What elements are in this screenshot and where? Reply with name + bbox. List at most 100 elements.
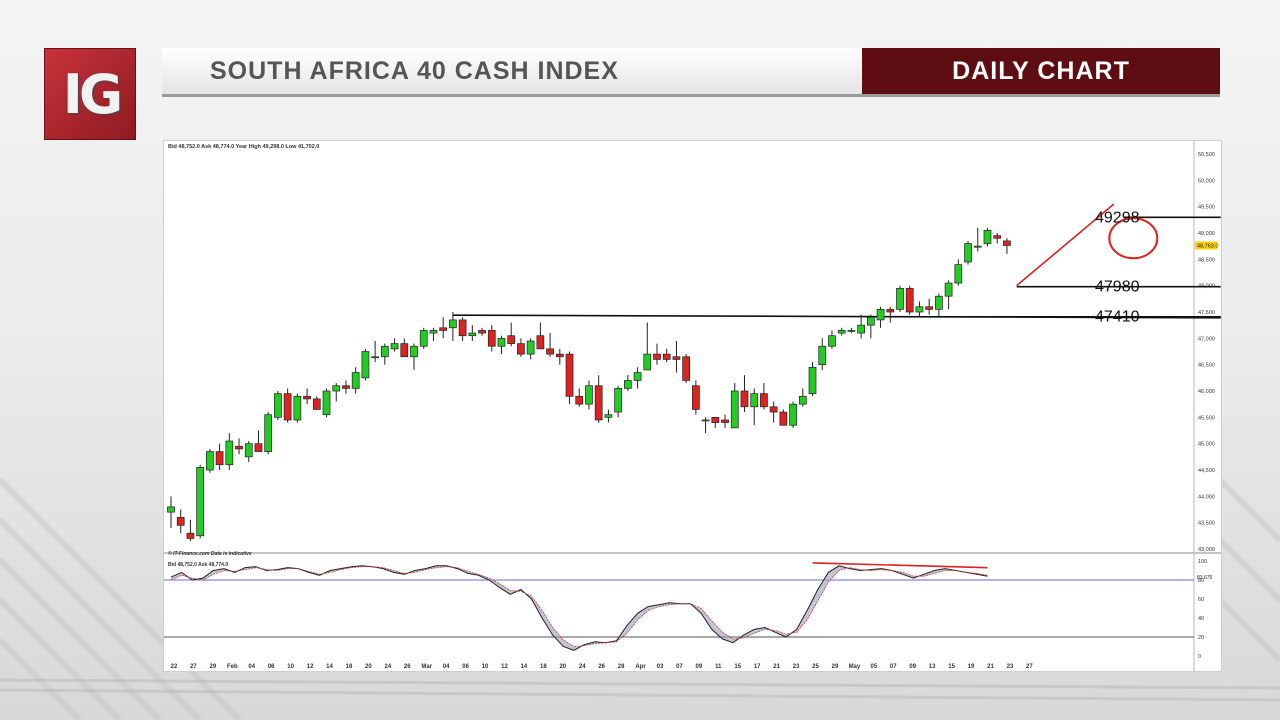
date-tick-label: 13: [929, 664, 936, 670]
candle-body: [371, 356, 379, 359]
candle-body: [585, 385, 593, 405]
level-label: 49298: [1095, 209, 1140, 226]
date-tick-label: 10: [287, 664, 294, 670]
candle-body: [866, 316, 875, 326]
candle-body: [303, 395, 311, 400]
candle-body: [400, 343, 409, 358]
price-tick-label: 50,000: [1198, 178, 1215, 184]
date-tick-label: 07: [890, 664, 897, 670]
price-tick-label: 46,500: [1198, 363, 1215, 369]
candle-body: [361, 351, 370, 379]
oscillator-tick-label: 40: [1198, 616, 1204, 622]
candle-body: [322, 390, 331, 416]
candle-body: [857, 324, 865, 334]
date-tick-label: 24: [579, 664, 586, 670]
date-tick-label: 18: [346, 664, 353, 670]
oscillator-tick-label: 60: [1198, 597, 1204, 603]
date-tick-label: 22: [171, 664, 178, 670]
candle-body: [244, 443, 253, 458]
candle-body: [390, 343, 399, 350]
price-tick-label: 43,000: [1198, 547, 1215, 553]
date-tick-label: 04: [443, 664, 450, 670]
candle-body: [225, 440, 234, 466]
candle-body: [682, 356, 691, 381]
candle-body: [1003, 240, 1011, 246]
current-price-tag: [1195, 241, 1217, 250]
candle-body: [332, 385, 341, 392]
date-tick-label: Feb: [227, 664, 238, 670]
date-tick-label: 15: [948, 664, 955, 670]
candle-body: [954, 264, 963, 284]
candle-body: [351, 372, 360, 389]
candle-body: [312, 398, 321, 410]
date-tick-label: 12: [307, 664, 314, 670]
price-chart[interactable]: Bid 48,752.0 Ask 48,774.0 Year High 49,2…: [164, 141, 1221, 671]
date-tick-label: 27: [1026, 664, 1033, 670]
candle-body: [730, 390, 739, 429]
candle-body: [419, 330, 428, 347]
date-tick-label: 29: [832, 664, 839, 670]
price-tick-label: 45,000: [1198, 442, 1215, 448]
date-tick-label: 09: [696, 664, 703, 670]
title-bar: SOUTH AFRICA 40 CASH INDEX: [162, 48, 862, 97]
highlight-circle: [1108, 217, 1159, 260]
candle-body: [614, 388, 622, 413]
candle-body: [186, 532, 195, 539]
current-price-label: 48,763.0: [1197, 243, 1218, 249]
chart-panel: Bid 48,752.0 Ask 48,774.0 Year High 49,2…: [163, 140, 1222, 672]
date-tick-label: 26: [598, 664, 605, 670]
date-tick-label: 04: [248, 664, 255, 670]
candle-body: [818, 345, 827, 366]
date-tick-label: 23: [1007, 664, 1014, 670]
candle-body: [740, 390, 749, 408]
candle-body: [283, 393, 292, 421]
candle-body: [206, 451, 214, 471]
candle-body: [517, 343, 525, 355]
page-title: SOUTH AFRICA 40 CASH INDEX: [210, 57, 619, 85]
candle-body: [808, 366, 817, 394]
level-label: 47410: [1095, 309, 1140, 326]
price-tick-label: 49,500: [1198, 205, 1215, 211]
candle-body: [254, 443, 263, 452]
oscillator-fill: [171, 565, 988, 651]
price-tick-label: 47,000: [1198, 336, 1215, 342]
oscillator-tick-label: 100: [1198, 559, 1207, 565]
date-tick-label: 12: [501, 664, 508, 670]
candle-body: [429, 330, 438, 334]
candle-body: [662, 353, 671, 360]
candle-body: [701, 419, 710, 422]
price-tick-label: 48,500: [1198, 257, 1215, 263]
candle-body: [847, 330, 856, 332]
price-tick-label: 44,000: [1198, 494, 1215, 500]
candle-body: [905, 287, 914, 313]
candle-body: [196, 467, 205, 537]
oscillator-value-label: 83.675: [1197, 575, 1213, 581]
info-header: Bid 48,752.0 Ask 48,774.0 Year High 49,2…: [168, 144, 319, 150]
candle-body: [235, 445, 243, 450]
price-tick-label: 43,500: [1198, 521, 1215, 527]
candle-body: [176, 517, 185, 526]
candle-body: [594, 385, 603, 421]
candle-body: [526, 340, 535, 355]
candle-body: [721, 419, 729, 423]
candle-body: [964, 243, 972, 263]
price-tick-label: 46,000: [1198, 389, 1215, 395]
candle-body: [643, 353, 652, 371]
date-tick-label: Mar: [421, 664, 432, 670]
candle-body: [935, 295, 943, 310]
candle-body: [468, 332, 477, 337]
candle-body: [876, 309, 885, 321]
candle-body: [458, 319, 467, 337]
candle-body: [769, 406, 778, 413]
date-tick-label: 19: [968, 664, 975, 670]
candle-body: [604, 414, 613, 418]
candle-body: [497, 337, 506, 347]
candle-body: [215, 451, 224, 466]
date-tick-label: 17: [754, 664, 761, 670]
date-tick-label: 18: [540, 664, 547, 670]
divergence-line: [812, 562, 988, 569]
candle-body: [789, 403, 797, 426]
date-tick-label: May: [849, 664, 861, 670]
candle-body: [983, 230, 992, 244]
price-tick-label: 45,500: [1198, 415, 1215, 421]
